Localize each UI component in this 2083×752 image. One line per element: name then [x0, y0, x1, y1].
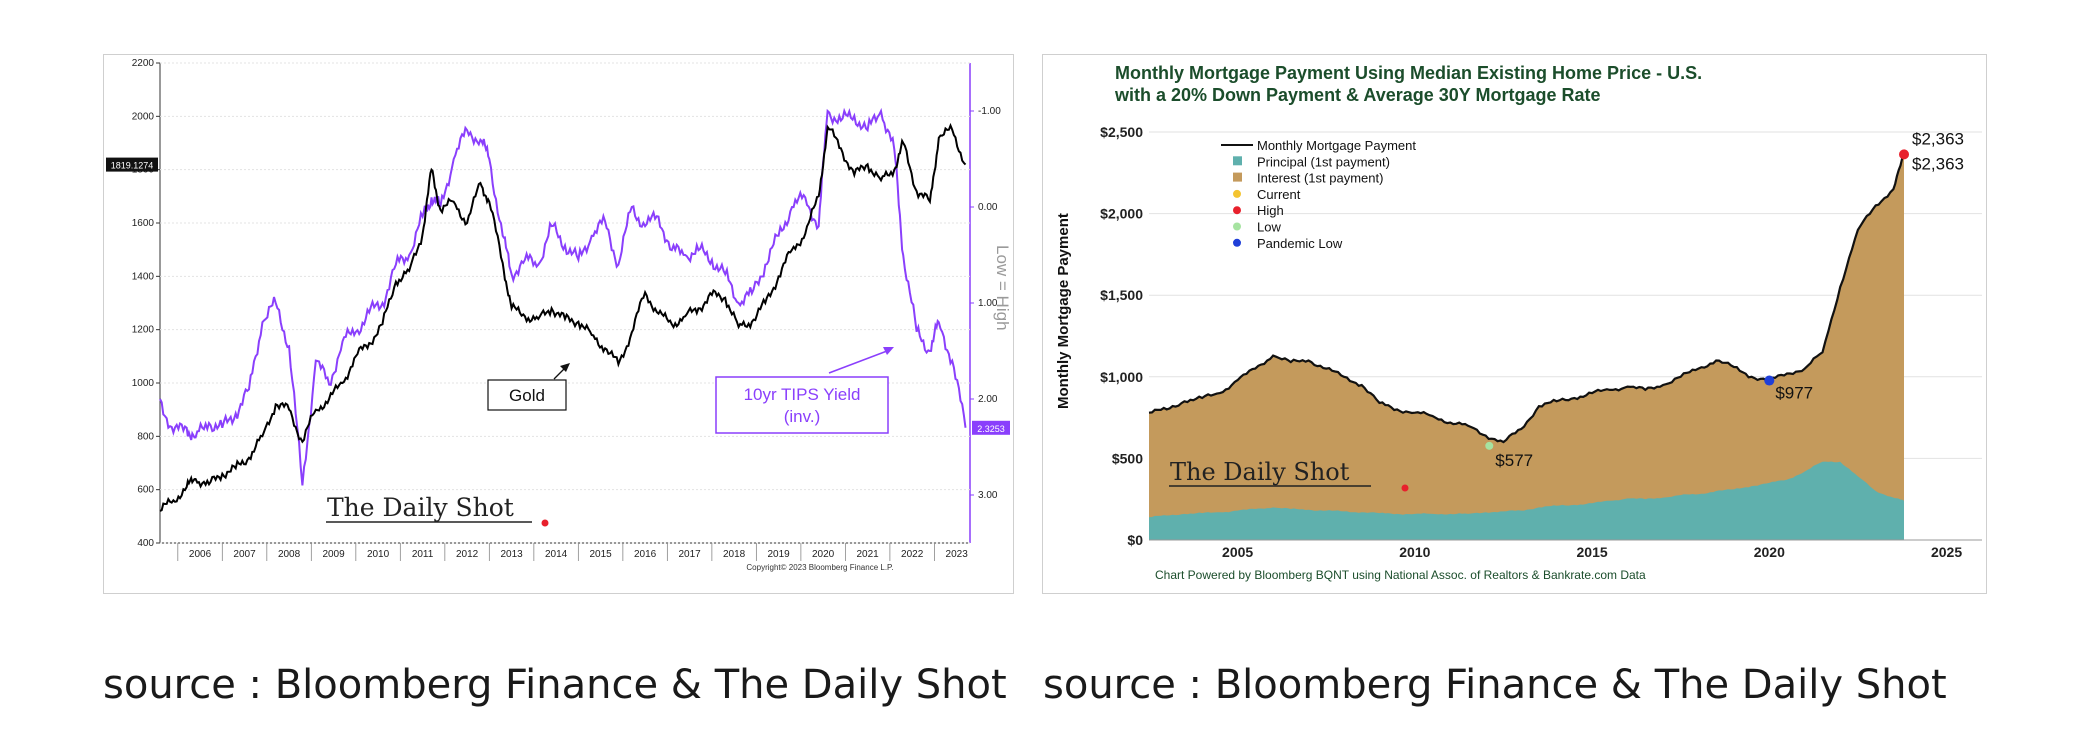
right-y-tick-label: $2,500 [1100, 124, 1143, 140]
tips-annotation-box [715, 376, 889, 434]
left-x-tick-label: 2009 [322, 549, 345, 560]
left-x-tick-label: 2016 [634, 549, 657, 560]
left-y-tick-label: 400 [137, 538, 154, 549]
left-x-tick-label: 2012 [456, 549, 479, 560]
legend-swatch-dot [1233, 206, 1241, 215]
watermark-dot [1401, 484, 1409, 492]
tips-annotation-line2: (inv.) [784, 407, 821, 426]
right-x-tick-label: 2020 [1754, 544, 1785, 560]
gold-annotation-box [487, 379, 567, 411]
left-x-tick-label: 2020 [812, 549, 835, 560]
legend-label: High [1257, 203, 1284, 218]
right-y-tick-label: $1,000 [1100, 369, 1143, 385]
left-chart-body: 2200200018001600140012001000800600400-1.… [106, 58, 1012, 572]
marker-high-label: $2,363 [1912, 154, 1964, 173]
marker-high [1899, 149, 1910, 160]
marker-low [1485, 441, 1494, 450]
legend-label: Pandemic Low [1257, 236, 1343, 251]
left-x-tick-label: 2021 [857, 549, 880, 560]
mortgage-payment-chart-panel: Monthly Mortgage Payment Using Median Ex… [1042, 54, 1987, 594]
right-x-tick-label: 2005 [1222, 544, 1253, 560]
legend-label: Monthly Mortgage Payment [1257, 138, 1416, 153]
left-y-tick-label: 1000 [132, 378, 155, 389]
series-line-gold [159, 122, 967, 512]
left-y-tick-label: 1200 [132, 325, 155, 336]
principal-area [1149, 461, 1904, 540]
left-y-tick-label: 600 [137, 485, 154, 496]
right-y-tick-label: 0.00 [978, 202, 998, 213]
marker-pandemic-low-label: $977 [1775, 384, 1813, 403]
gold-annotation-arrow [553, 367, 566, 380]
left-x-tick-label: 2018 [723, 549, 746, 560]
watermark-text: The Daily Shot [1170, 458, 1350, 486]
right-y-tick-label: $1,500 [1100, 287, 1143, 303]
left-y-tick-label: 2200 [132, 58, 155, 69]
left-x-tick-label: 2010 [367, 549, 390, 560]
source-caption-right: source : Bloomberg Finance & The Daily S… [1043, 662, 1947, 708]
left-x-tick-label: 2014 [545, 549, 568, 560]
gold-annotation-arrowhead [560, 363, 570, 372]
tips-annotation-line1: 10yr TIPS Yield [744, 385, 861, 404]
left-y-tick-label: 2000 [132, 111, 155, 122]
right-y-tick-label: 3.00 [978, 490, 998, 501]
right-chart-body: Monthly Mortgage Payment Using Median Ex… [1055, 63, 1982, 582]
left-x-tick-label: 2017 [678, 549, 701, 560]
left-y-tick-label: 1600 [132, 218, 155, 229]
watermark-text: The Daily Shot [327, 493, 514, 522]
tips-annotation-arrow [828, 350, 888, 374]
legend-swatch-box [1233, 172, 1242, 182]
gold-tips-chart-panel: 2200200018001600140012001000800600400-1.… [103, 54, 1014, 594]
series-line-monthly-payment [1148, 153, 1905, 444]
right-y-tick-label: 2.00 [978, 394, 998, 405]
marker-pandemic-low [1764, 375, 1775, 386]
left-x-tick-label: 2023 [946, 549, 969, 560]
watermark-dot [541, 519, 549, 527]
legend-swatch-dot [1233, 238, 1241, 247]
chart-subtitle: with a 20% Down Payment & Average 30Y Mo… [1114, 85, 1600, 105]
right-y-axis-label: Monthly Mortgage Payment [1055, 213, 1072, 409]
left-x-tick-label: 2015 [589, 549, 612, 560]
gold-tips-chart: 2200200018001600140012001000800600400-1.… [106, 58, 1012, 572]
gold-current-label: 1819.1274 [111, 161, 154, 171]
right-y-tick-label: -1.00 [978, 106, 1001, 117]
gold-annotation-label: Gold [509, 386, 545, 405]
legend-label: Interest (1st payment) [1257, 171, 1383, 186]
tips-current-flag [972, 420, 1010, 435]
marker-low-label: $577 [1495, 451, 1533, 470]
right-y-tick-label: 1.00 [978, 298, 998, 309]
tips-annotation-arrowhead [883, 347, 894, 355]
right-x-tick-label: 2010 [1399, 544, 1430, 560]
left-x-tick-label: 2013 [500, 549, 523, 560]
left-x-tick-label: 2022 [901, 549, 924, 560]
chart-title: Monthly Mortgage Payment Using Median Ex… [1115, 63, 1702, 83]
right-y-axis-label: Low = High [993, 245, 1012, 331]
marker-current-label: $2,363 [1912, 129, 1964, 148]
series-line-tips-yield [159, 107, 967, 486]
legend-label: Principal (1st payment) [1257, 154, 1390, 169]
left-x-tick-label: 2006 [189, 549, 212, 560]
right-y-tick-label: $500 [1112, 450, 1143, 466]
legend-swatch-box [1233, 156, 1242, 166]
legend-swatch-dot [1233, 222, 1241, 231]
mortgage-payment-chart: Monthly Mortgage Payment Using Median Ex… [1055, 63, 1982, 582]
right-x-tick-label: 2015 [1577, 544, 1608, 560]
right-x-tick-label: 2025 [1931, 544, 1962, 560]
left-y-tick-label: 800 [137, 431, 154, 442]
copyright-note: Copyright© 2023 Bloomberg Finance L.P. [746, 563, 893, 572]
gold-current-flag [106, 157, 158, 172]
left-x-tick-label: 2008 [278, 549, 301, 560]
left-x-tick-label: 2007 [233, 549, 256, 560]
left-y-tick-label: 1400 [132, 271, 155, 282]
tips-current-label: 2.3253 [977, 424, 1005, 434]
source-note: Chart Powered by Bloomberg BQNT using Na… [1155, 568, 1646, 582]
left-x-tick-label: 2019 [768, 549, 791, 560]
interest-area [1149, 154, 1904, 540]
legend-label: Current [1257, 187, 1301, 202]
legend-label: Low [1257, 220, 1281, 235]
source-caption-left: source : Bloomberg Finance & The Daily S… [103, 662, 1007, 708]
legend-swatch-dot [1233, 189, 1241, 198]
right-y-tick-label: $0 [1127, 532, 1143, 548]
left-x-tick-label: 2011 [412, 549, 434, 560]
right-y-tick-label: $2,000 [1100, 206, 1143, 222]
